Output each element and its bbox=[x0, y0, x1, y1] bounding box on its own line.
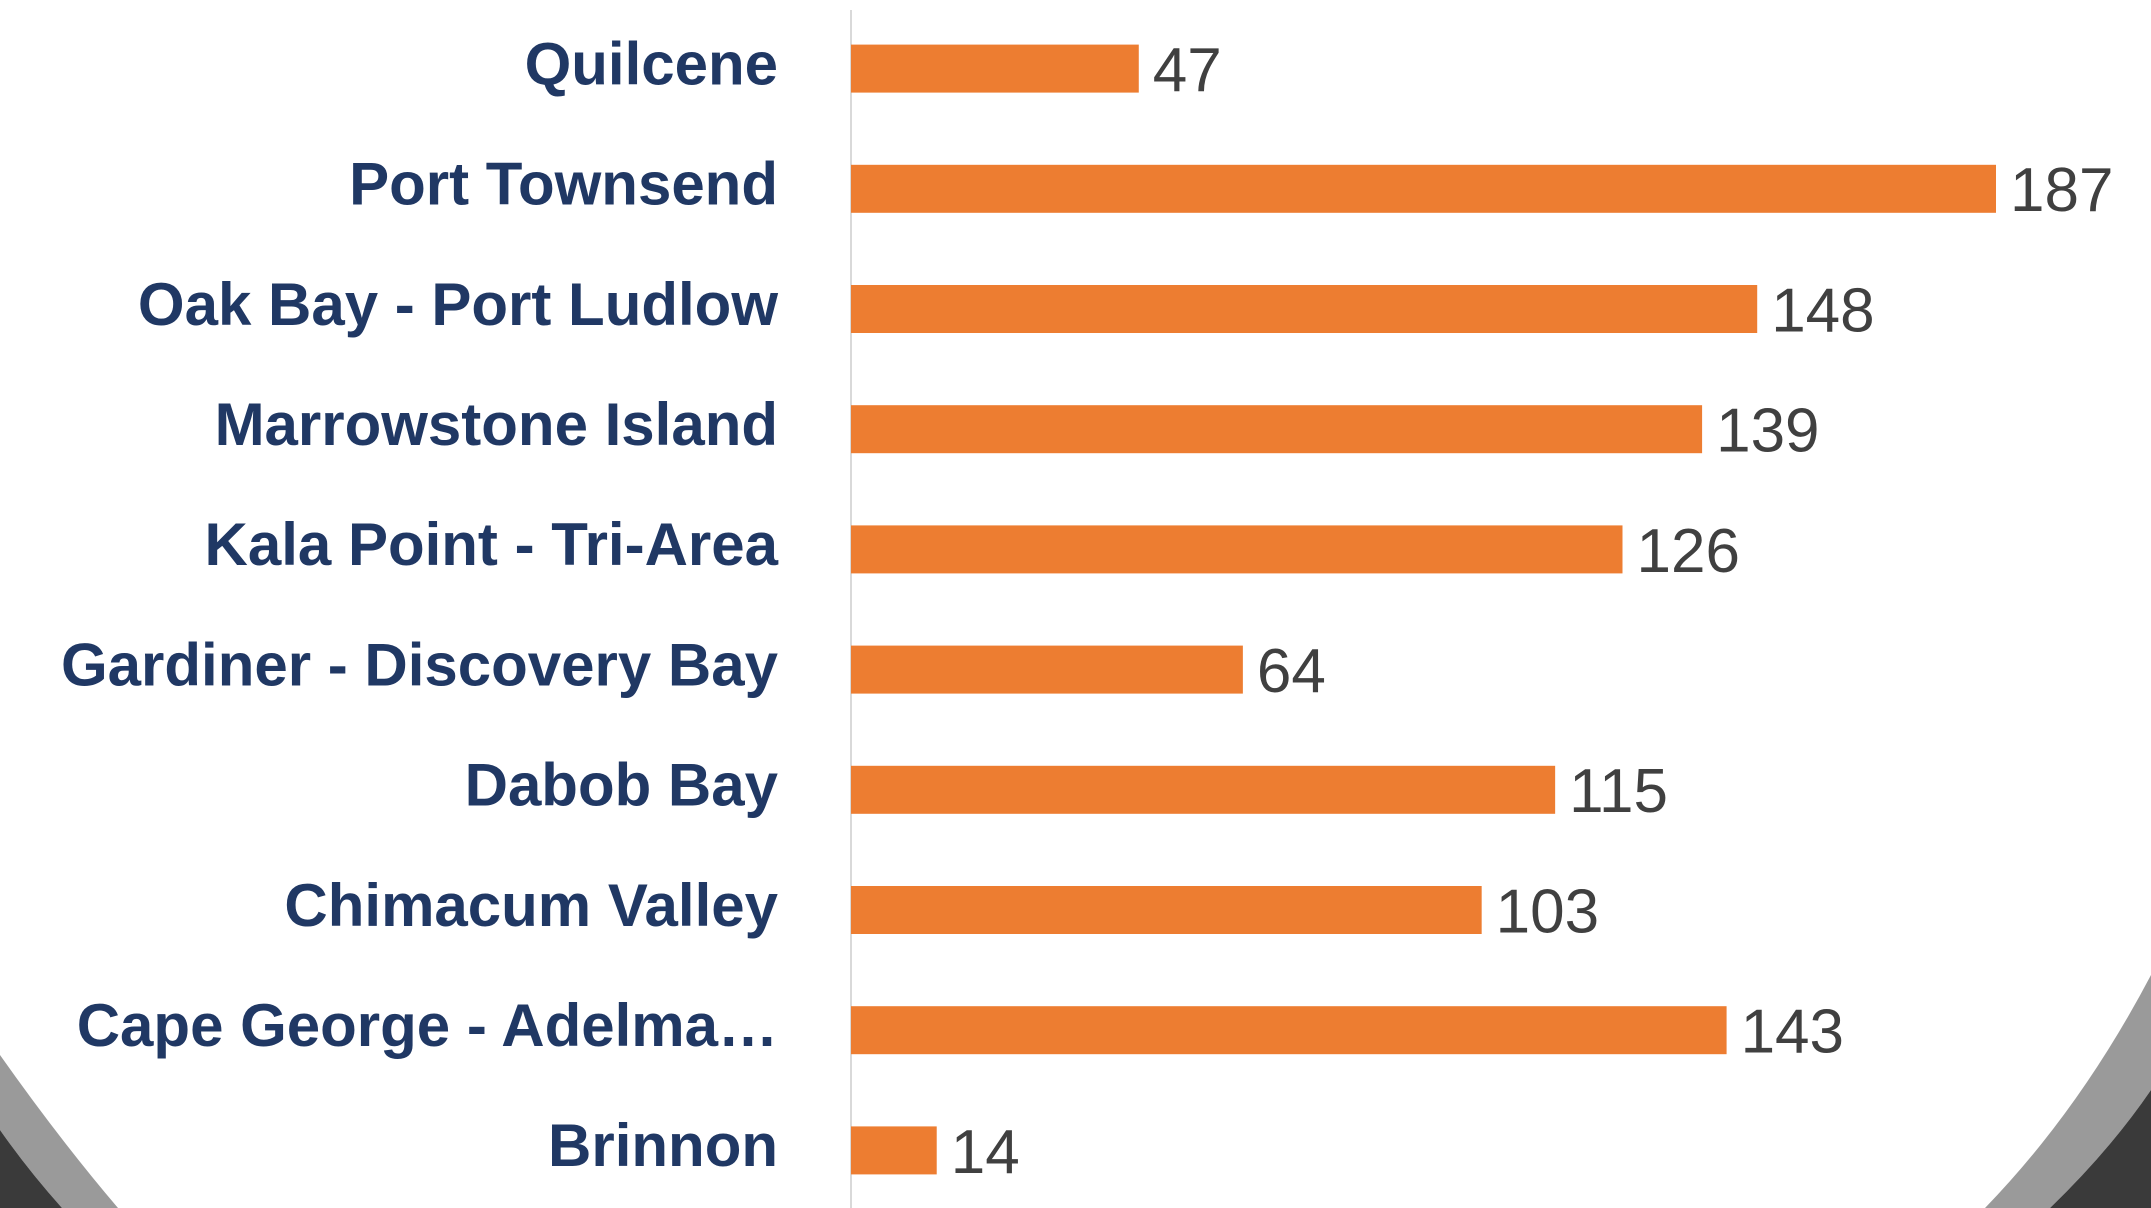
value-label: 14 bbox=[951, 1118, 1020, 1187]
category-label: Brinnon bbox=[548, 1112, 778, 1179]
value-label: 64 bbox=[1257, 637, 1326, 706]
category-label: Quilcene bbox=[525, 30, 778, 97]
value-label: 126 bbox=[1636, 517, 1739, 586]
value-label: 148 bbox=[1771, 276, 1874, 345]
value-label: 115 bbox=[1569, 757, 1668, 826]
bar bbox=[851, 1006, 1727, 1055]
value-label: 143 bbox=[1741, 998, 1844, 1067]
category-label: Marrowstone Island bbox=[215, 391, 778, 458]
bar bbox=[851, 886, 1482, 934]
category-label: Kala Point - Tri-Area bbox=[205, 511, 779, 578]
bar bbox=[851, 44, 1139, 93]
bar bbox=[851, 1126, 937, 1175]
category-label: Oak Bay - Port Ludlow bbox=[138, 271, 778, 338]
bar bbox=[851, 285, 1758, 333]
value-label: 187 bbox=[2010, 156, 2113, 225]
decor-right-dark bbox=[2050, 1090, 2151, 1208]
bar bbox=[851, 645, 1243, 694]
category-label: Port Townsend bbox=[349, 151, 778, 218]
category-label: Cape George - Adelma… bbox=[77, 992, 778, 1059]
decor-left-light bbox=[0, 1055, 118, 1208]
value-label: 47 bbox=[1153, 36, 1222, 105]
bar bbox=[851, 405, 1703, 454]
value-label: 103 bbox=[1496, 877, 1599, 946]
category-label: Chimacum Valley bbox=[284, 872, 778, 939]
category-label: Dabob Bay bbox=[465, 752, 779, 819]
decor-left-dark bbox=[0, 1130, 62, 1208]
decor-right-light bbox=[1985, 975, 2151, 1208]
bar bbox=[851, 765, 1556, 814]
value-label: 139 bbox=[1716, 397, 1819, 466]
bar bbox=[851, 164, 1996, 213]
category-label: Gardiner - Discovery Bay bbox=[61, 631, 779, 698]
bar bbox=[851, 525, 1623, 574]
